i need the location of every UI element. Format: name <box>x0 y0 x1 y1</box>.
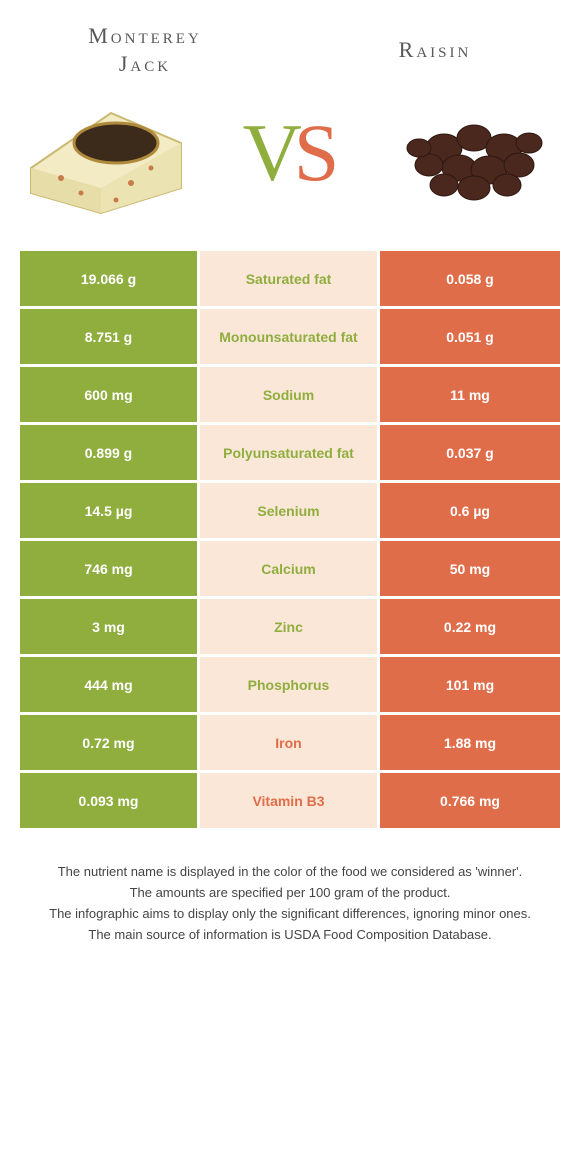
vs-label: V S <box>243 106 338 200</box>
cell-left-value: 0.093 mg <box>20 773 200 831</box>
food-image-right <box>387 83 562 223</box>
cell-right-value: 0.051 g <box>380 309 560 367</box>
cell-nutrient: Vitamin B3 <box>200 773 380 831</box>
cell-nutrient: Calcium <box>200 541 380 599</box>
table-row: 746 mg Calcium 50 mg <box>20 541 560 599</box>
cell-nutrient: Saturated fat <box>200 251 380 309</box>
table-row: 0.899 g Polyunsaturated fat 0.037 g <box>20 425 560 483</box>
raisins-icon <box>389 93 559 213</box>
cell-nutrient: Monounsaturated fat <box>200 309 380 367</box>
cell-nutrient: Selenium <box>200 483 380 541</box>
title-left-line1: Monterey <box>88 23 202 48</box>
table-row: 14.5 µg Selenium 0.6 µg <box>20 483 560 541</box>
cell-nutrient: Zinc <box>200 599 380 657</box>
vs-v: V <box>243 106 300 200</box>
cell-nutrient: Sodium <box>200 367 380 425</box>
table-row: 0.093 mg Vitamin B3 0.766 mg <box>20 773 560 831</box>
table-row: 19.066 g Saturated fat 0.058 g <box>20 251 560 309</box>
cell-left-value: 746 mg <box>20 541 200 599</box>
cell-right-value: 0.22 mg <box>380 599 560 657</box>
cell-right-value: 0.037 g <box>380 425 560 483</box>
cheese-icon <box>21 88 191 218</box>
vs-s: S <box>294 106 338 200</box>
cell-nutrient: Phosphorus <box>200 657 380 715</box>
cell-right-value: 0.766 mg <box>380 773 560 831</box>
hero-row: V S <box>0 77 580 251</box>
cell-left-value: 444 mg <box>20 657 200 715</box>
cell-left-value: 0.72 mg <box>20 715 200 773</box>
comparison-table: 19.066 g Saturated fat 0.058 g 8.751 g M… <box>20 251 560 831</box>
cell-left-value: 600 mg <box>20 367 200 425</box>
table-row: 444 mg Phosphorus 101 mg <box>20 657 560 715</box>
cell-nutrient: Polyunsaturated fat <box>200 425 380 483</box>
cell-right-value: 101 mg <box>380 657 560 715</box>
footnote-line: The amounts are specified per 100 gram o… <box>30 884 550 903</box>
cell-right-value: 1.88 mg <box>380 715 560 773</box>
cell-right-value: 0.6 µg <box>380 483 560 541</box>
cell-right-value: 50 mg <box>380 541 560 599</box>
table-row: 600 mg Sodium 11 mg <box>20 367 560 425</box>
cell-left-value: 19.066 g <box>20 251 200 309</box>
cell-nutrient: Iron <box>200 715 380 773</box>
table-row: 3 mg Zinc 0.22 mg <box>20 599 560 657</box>
cell-left-value: 3 mg <box>20 599 200 657</box>
food-title-left: Monterey Jack <box>60 22 230 77</box>
footnote-line: The main source of information is USDA F… <box>30 926 550 945</box>
title-left-line2: Jack <box>119 51 171 76</box>
table-row: 8.751 g Monounsaturated fat 0.051 g <box>20 309 560 367</box>
cell-left-value: 0.899 g <box>20 425 200 483</box>
footnote-line: The infographic aims to display only the… <box>30 905 550 924</box>
cell-left-value: 8.751 g <box>20 309 200 367</box>
food-image-left <box>18 83 193 223</box>
cell-right-value: 11 mg <box>380 367 560 425</box>
footnotes: The nutrient name is displayed in the co… <box>30 863 550 944</box>
cell-right-value: 0.058 g <box>380 251 560 309</box>
table-row: 0.72 mg Iron 1.88 mg <box>20 715 560 773</box>
food-title-right: Raisin <box>350 22 520 77</box>
cell-left-value: 14.5 µg <box>20 483 200 541</box>
titles-row: Monterey Jack Raisin <box>0 0 580 77</box>
footnote-line: The nutrient name is displayed in the co… <box>30 863 550 882</box>
